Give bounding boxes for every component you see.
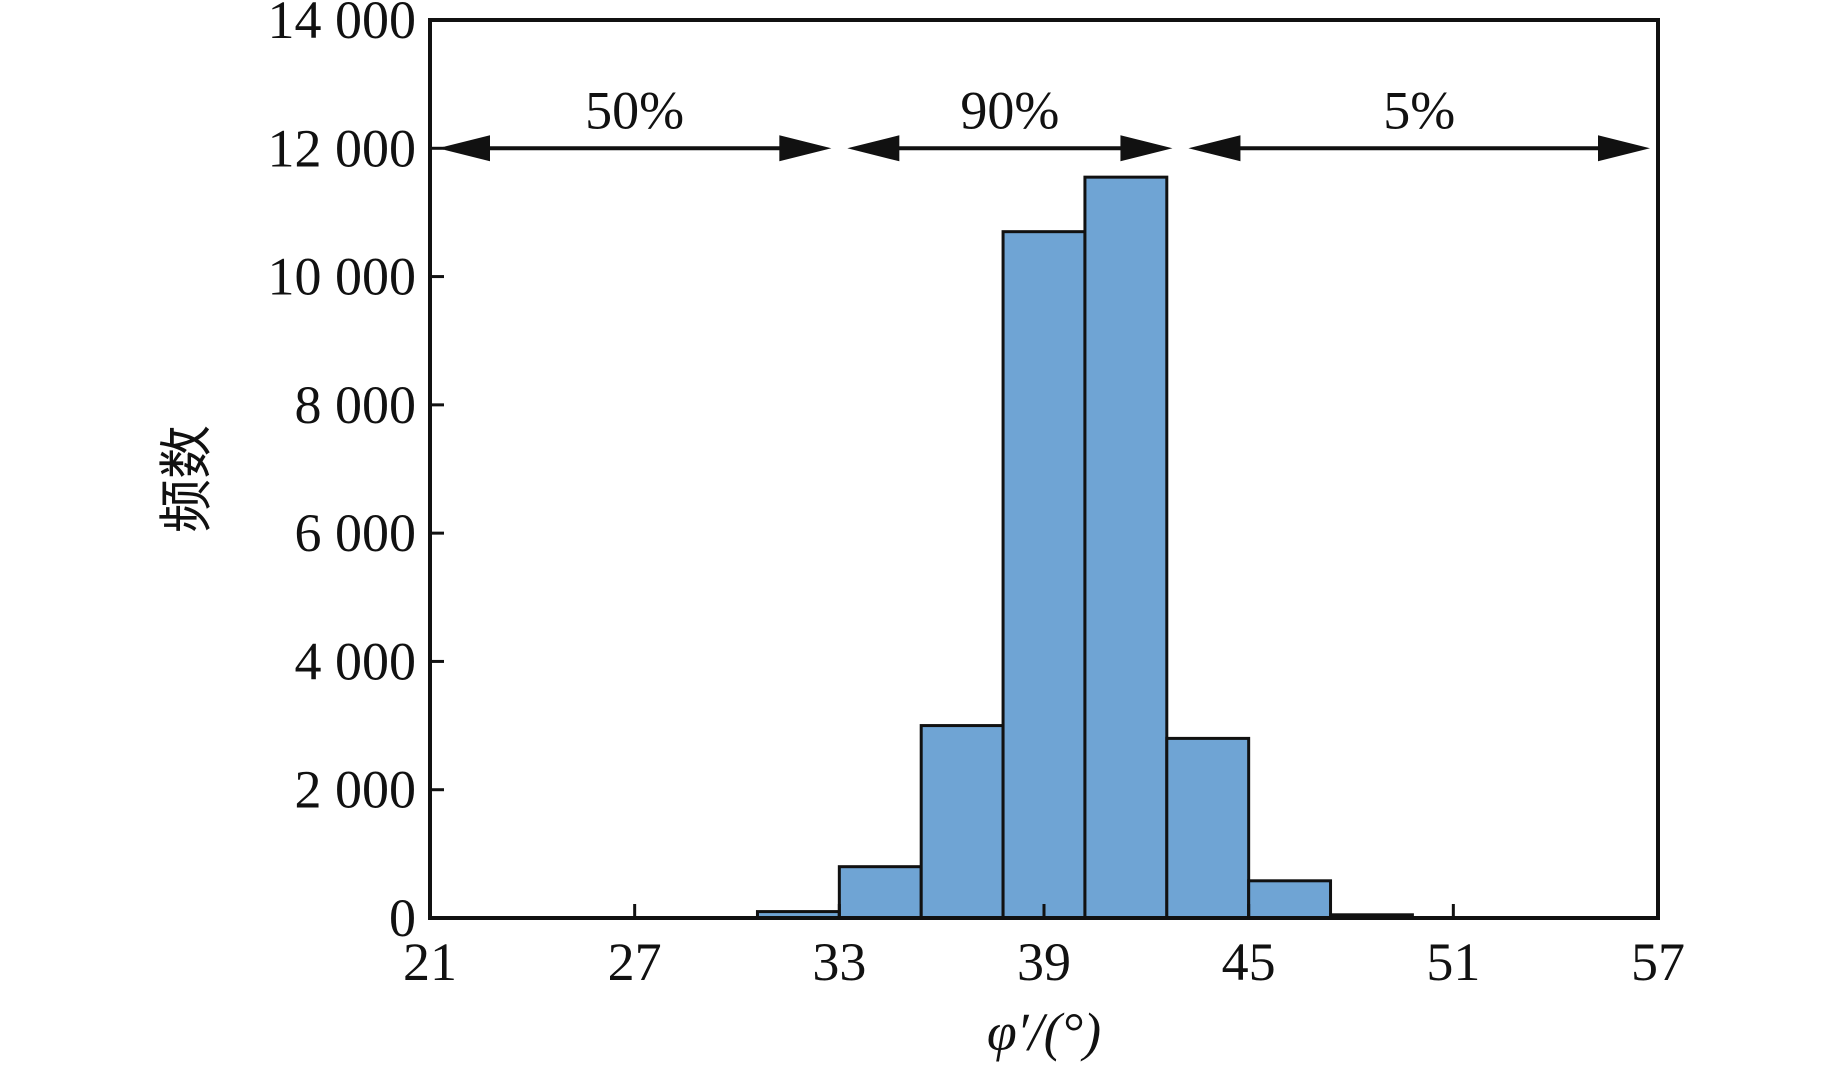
x-tick-label: 51 xyxy=(1426,932,1480,992)
arrow-right-icon xyxy=(1120,135,1173,162)
arrow-right-icon xyxy=(1598,135,1650,162)
range-annotation-2: 5% xyxy=(1188,80,1650,162)
range-annotations: 50% 90% 5% xyxy=(438,80,1650,162)
y-tick-label: 10 000 xyxy=(268,247,417,307)
range-label: 5% xyxy=(1383,80,1455,140)
y-tick-label: 12 000 xyxy=(268,118,417,178)
x-tick-label: 57 xyxy=(1631,932,1685,992)
bar-3 xyxy=(1001,230,1087,920)
y-tick-label: 0 xyxy=(389,888,416,948)
range-annotation-0: 50% xyxy=(438,80,832,162)
y-axis: 0 2 000 4 000 6 000 8 000 10 000 12 000 14 000 xyxy=(268,0,444,948)
bar-1 xyxy=(837,865,923,920)
range-label: 50% xyxy=(585,80,684,140)
arrow-left-icon xyxy=(438,135,490,162)
y-tick-label: 8 000 xyxy=(295,375,417,435)
y-tick-label: 4 000 xyxy=(295,631,417,691)
arrow-left-icon xyxy=(847,135,900,162)
x-tick-label: 45 xyxy=(1222,932,1276,992)
range-annotation-1: 90% xyxy=(847,80,1173,162)
x-axis-title: φ′/(°) xyxy=(987,1002,1101,1062)
range-label: 90% xyxy=(960,80,1059,140)
x-tick-label: 33 xyxy=(812,932,866,992)
bar-5 xyxy=(1165,736,1251,920)
arrow-left-icon xyxy=(1188,135,1241,162)
y-axis-title: 频数 xyxy=(157,425,217,533)
x-axis: 21 27 33 39 45 51 57 xyxy=(403,904,1685,992)
bar-2 xyxy=(919,724,1005,920)
arrow-right-icon xyxy=(779,135,832,162)
x-tick-label: 27 xyxy=(608,932,662,992)
x-tick-label: 21 xyxy=(403,932,457,992)
y-tick-label: 6 000 xyxy=(295,503,417,563)
x-tick-label: 39 xyxy=(1017,932,1071,992)
y-tick-label: 14 000 xyxy=(268,0,417,50)
bar-4 xyxy=(1083,175,1169,920)
bar-6 xyxy=(1247,879,1333,920)
y-tick-label: 2 000 xyxy=(295,760,417,820)
bars-group xyxy=(755,175,1414,920)
